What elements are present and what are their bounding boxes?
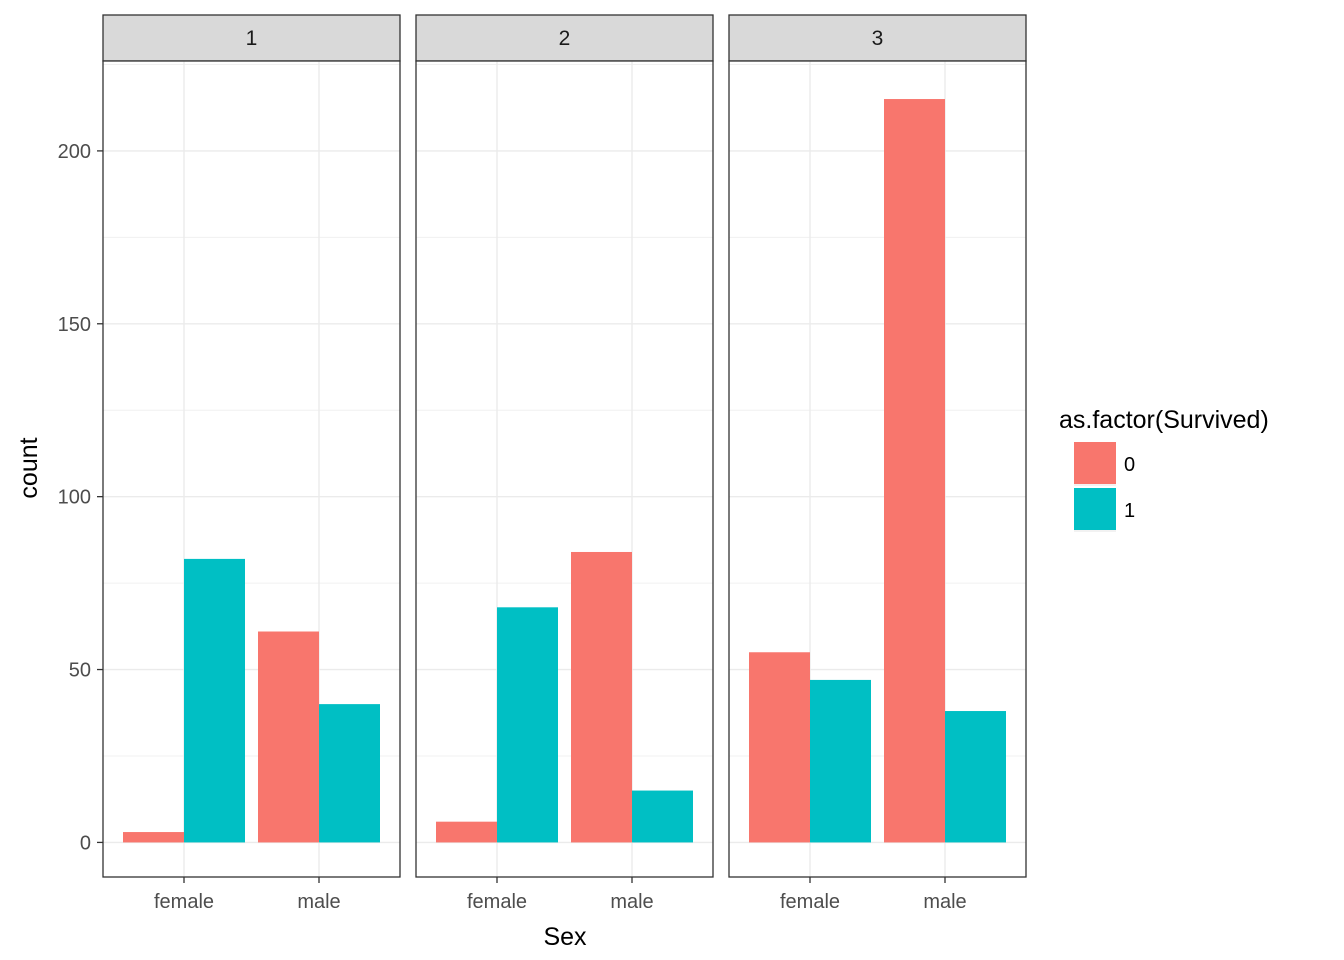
bar-female-survived-0: [749, 652, 810, 843]
x-tick-label: male: [297, 891, 340, 913]
legend-key-1: [1074, 488, 1116, 530]
facet-strip: [102, 14, 401, 62]
bar-male-survived-0: [884, 99, 945, 843]
y-tick-label: 200: [58, 141, 91, 163]
facet-strip-label: 1: [246, 27, 258, 50]
x-axis-title: Sex: [543, 923, 587, 951]
bar-male-survived-1: [945, 711, 1006, 843]
y-axis: 0 50 100 150 200: [58, 141, 103, 854]
legend-label-1: 1: [1124, 500, 1135, 522]
panel-border: [728, 60, 1027, 878]
legend-label-0: 0: [1124, 454, 1135, 476]
y-axis-title: count: [15, 437, 43, 498]
bar-female-survived-1: [184, 558, 245, 843]
x-tick-label: male: [923, 891, 966, 913]
bar-male-survived-1: [632, 790, 693, 843]
bar-male-survived-0: [571, 551, 632, 843]
bar-female-survived-0: [436, 821, 497, 843]
x-tick-label: male: [610, 891, 653, 913]
legend-key-0: [1074, 442, 1116, 484]
bar-male-survived-1: [319, 704, 380, 843]
panel-3: 3 female male: [728, 14, 1027, 913]
x-tick-label: female: [154, 891, 214, 913]
facet-strip: [415, 14, 714, 62]
y-tick-label: 100: [58, 487, 91, 509]
bar-female-survived-0: [123, 832, 184, 843]
facet-panels: 1 female male 2 female male 3 female male: [102, 14, 1027, 913]
bar-female-survived-1: [810, 679, 871, 843]
panel-border: [415, 60, 714, 878]
facet-strip: [728, 14, 1027, 62]
x-tick-label: female: [467, 891, 527, 913]
bar-female-survived-1: [497, 607, 558, 843]
y-tick-label: 50: [69, 660, 91, 682]
legend-title: as.factor(Survived): [1059, 406, 1269, 434]
legend: as.factor(Survived) 0 1: [1059, 406, 1269, 532]
panel-background: [416, 61, 713, 877]
y-tick-label: 0: [80, 832, 91, 854]
panel-2: 2 female male: [415, 14, 714, 913]
x-tick-label: female: [780, 891, 840, 913]
panel-1: 1 female male: [102, 14, 401, 913]
y-tick-label: 150: [58, 314, 91, 336]
facet-strip-label: 3: [872, 27, 884, 50]
bar-male-survived-0: [258, 631, 319, 843]
facet-strip-label: 2: [559, 27, 571, 50]
panel-border: [102, 60, 401, 878]
